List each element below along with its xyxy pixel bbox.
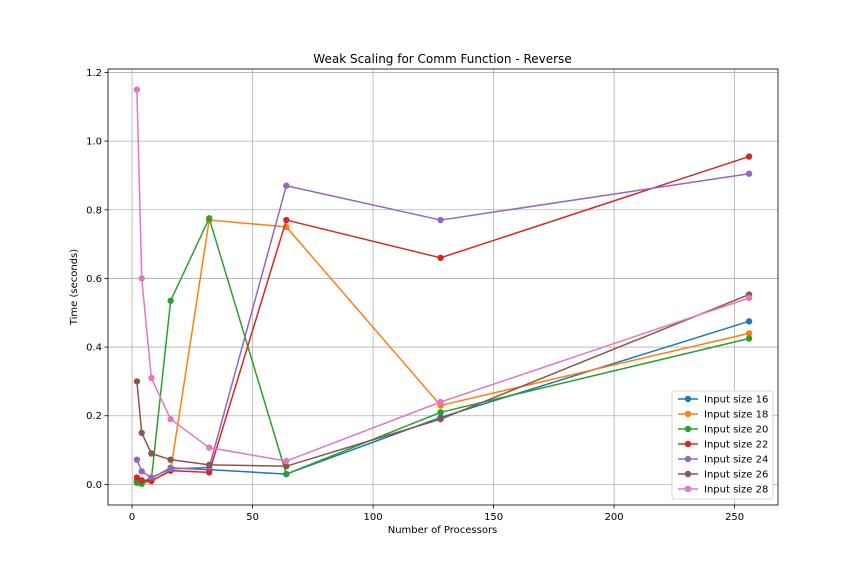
data-point [134,456,140,462]
legend-label: Input size 20 [704,425,768,436]
legend-label: Input size 28 [704,485,768,496]
data-point [283,217,289,223]
data-point [283,458,289,464]
y-tick-label: 0.8 [86,205,102,216]
data-point [139,275,145,281]
series-4 [134,153,753,484]
data-point [437,255,443,261]
y-tick-label: 0.0 [86,480,102,491]
y-tick-label: 0.2 [86,411,102,422]
legend-swatch-marker [685,486,691,492]
data-point [167,416,173,422]
y-tick-label: 1.0 [86,137,102,148]
series-line [137,157,749,481]
legend-swatch-marker [685,471,691,477]
data-point [139,477,145,483]
data-point [134,86,140,92]
x-axis-label: Number of Processors [388,525,498,536]
series-line [137,295,749,467]
x-tick-label: 100 [364,512,383,523]
legend-label: Input size 24 [704,455,768,466]
data-point [148,375,154,381]
data-point [437,217,443,223]
legend-label: Input size 22 [704,440,768,451]
data-point [437,416,443,422]
legend-swatch-marker [685,426,691,432]
data-point [167,466,173,472]
data-point [746,171,752,177]
data-point [206,462,212,468]
y-axis: 0.0 0.2 0.4 0.6 0.8 1.0 1.2 [86,68,108,491]
legend-label: Input size 26 [704,470,768,481]
x-tick-label: 150 [484,512,503,523]
data-point [167,298,173,304]
data-point [148,450,154,456]
chart-title: Weak Scaling for Comm Function - Reverse [313,52,571,66]
series-6 [134,291,753,469]
x-tick-label: 0 [129,512,135,523]
data-point [206,215,212,221]
legend-swatch-marker [685,396,691,402]
data-point [437,409,443,415]
series-5 [134,171,753,481]
data-point [746,335,752,341]
data-point [139,468,145,474]
legend-swatch-marker [685,411,691,417]
legend-swatch-marker [685,441,691,447]
data-point [139,430,145,436]
data-point [746,318,752,324]
y-tick-label: 0.6 [86,274,102,285]
legend-swatch-marker [685,456,691,462]
x-tick-label: 250 [725,512,744,523]
legend: Input size 16 Input size 18 Input size 20 I… [672,391,773,499]
x-axis: 0 50 100 150 200 250 [129,505,744,523]
data-point [283,183,289,189]
y-axis-label: Time (seconds) [69,249,80,326]
data-point [134,378,140,384]
series-layer [134,86,753,487]
data-point [746,153,752,159]
legend-label: Input size 16 [704,395,768,406]
y-tick-label: 1.2 [86,68,102,79]
x-tick-label: 50 [246,512,259,523]
data-point [206,444,212,450]
x-tick-label: 200 [605,512,624,523]
data-point [167,456,173,462]
data-point [437,399,443,405]
data-point [283,471,289,477]
legend-label: Input size 18 [704,410,768,421]
data-point [746,295,752,301]
data-point [148,474,154,480]
y-tick-label: 0.4 [86,343,102,354]
